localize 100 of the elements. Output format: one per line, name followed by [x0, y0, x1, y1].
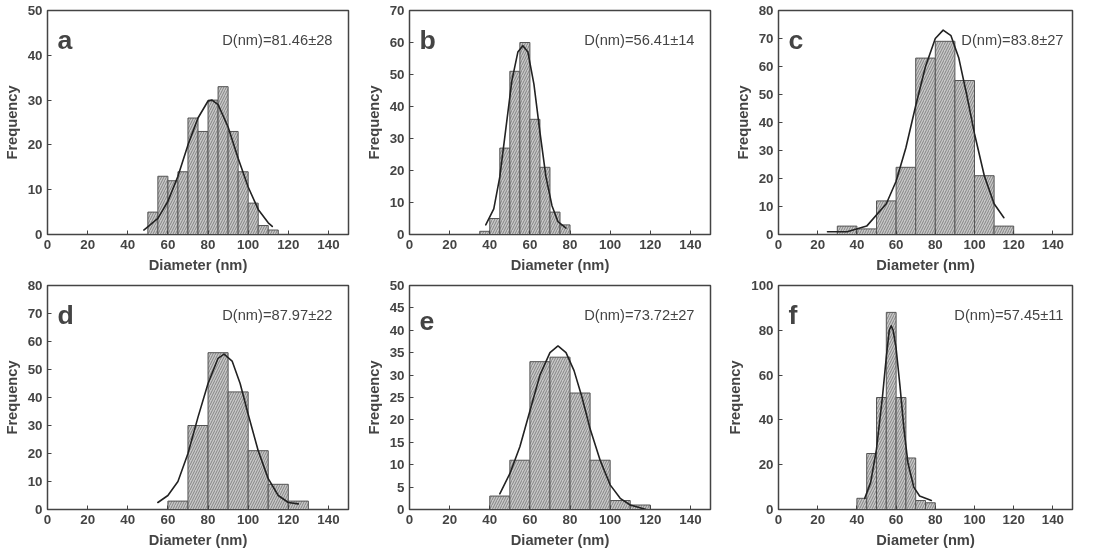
- y-tick-label: 10: [389, 195, 405, 210]
- x-tick-label: 80: [927, 236, 943, 252]
- annotation: D(nm)=57.45±11: [954, 306, 1064, 323]
- y-tick-label: 60: [758, 59, 774, 74]
- x-tick-label: 140: [679, 236, 702, 252]
- y-tick-label: 80: [27, 278, 43, 293]
- x-tick-label: 100: [599, 511, 622, 527]
- y-tick-label: 40: [389, 322, 405, 338]
- x-tick-label: 60: [522, 511, 538, 527]
- x-tick-label: 40: [849, 511, 865, 527]
- x-tick-label: 120: [277, 511, 300, 527]
- annotation: e: [419, 305, 435, 336]
- y-tick-label: 80: [758, 3, 774, 18]
- y-axis-title: Frequency: [734, 84, 751, 160]
- x-tick-label: 20: [810, 511, 826, 527]
- annotation: a: [57, 24, 73, 55]
- y-tick-label: 40: [389, 99, 405, 114]
- y-tick-label: 70: [389, 3, 405, 18]
- y-tick-label: 20: [27, 446, 43, 461]
- annotation: d: [57, 299, 74, 330]
- y-tick-label: 25: [389, 390, 406, 405]
- annotation: D(nm)=73.72±27: [584, 306, 695, 323]
- y-tick-label: 80: [758, 322, 774, 338]
- y-axis-title: Frequency: [365, 84, 382, 160]
- y-tick-label: 20: [27, 137, 43, 153]
- x-tick-label: 20: [442, 511, 458, 527]
- x-tick-label: 80: [200, 511, 216, 527]
- x-tick-label: 100: [963, 511, 986, 527]
- x-tick-label: 40: [120, 511, 136, 527]
- x-tick-label: 80: [562, 511, 578, 527]
- annotation: f: [788, 299, 798, 330]
- x-axis-title: Diameter (nm): [876, 256, 975, 273]
- x-tick-label: 120: [639, 236, 662, 252]
- x-tick-label: 140: [1041, 511, 1065, 527]
- y-tick-label: 10: [758, 199, 774, 214]
- annotation: b: [419, 24, 436, 55]
- y-tick-label: 20: [389, 412, 405, 428]
- x-axis-title: Diameter (nm): [510, 256, 610, 273]
- y-axis-title: Frequency: [3, 359, 20, 435]
- x-axis-title: Diameter (nm): [148, 256, 248, 273]
- x-tick-label: 20: [810, 236, 826, 252]
- annotation: D(nm)=87.97±22: [222, 306, 333, 323]
- x-tick-label: 20: [80, 236, 96, 252]
- y-tick-label: 5: [397, 479, 406, 495]
- x-tick-label: 40: [482, 511, 498, 527]
- y-tick-label: 60: [758, 367, 774, 383]
- y-tick-label: 50: [27, 362, 43, 377]
- x-axis-title: Diameter (nm): [148, 531, 248, 548]
- y-tick-label: 50: [389, 278, 405, 293]
- y-tick-label: 60: [389, 35, 405, 50]
- y-tick-label: 30: [27, 92, 43, 108]
- y-tick-label: 40: [27, 47, 43, 63]
- y-tick-label: 10: [27, 182, 43, 198]
- y-axis-title: Frequency: [727, 359, 744, 435]
- annotation: D(nm)=81.46±28: [222, 31, 333, 48]
- y-tick-label: 50: [758, 87, 774, 102]
- x-tick-label: 100: [599, 236, 622, 252]
- x-tick-label: 100: [963, 236, 986, 252]
- x-tick-label: 60: [888, 511, 904, 527]
- y-tick-label: 20: [758, 457, 774, 473]
- x-tick-label: 20: [442, 236, 458, 252]
- x-tick-label: 120: [639, 511, 662, 527]
- y-axis-title: Frequency: [3, 84, 20, 160]
- y-tick-label: 35: [389, 345, 406, 361]
- x-axis-title: Diameter (nm): [876, 531, 975, 548]
- x-axis-title: Diameter (nm): [510, 531, 610, 548]
- y-tick-label: 50: [27, 3, 43, 18]
- y-tick-label: 40: [758, 412, 774, 428]
- x-tick-label: 80: [200, 236, 216, 252]
- x-tick-label: 120: [1002, 236, 1025, 252]
- annotation: D(nm)=56.41±14: [584, 31, 695, 48]
- x-tick-label: 120: [277, 236, 300, 252]
- y-tick-label: 40: [27, 390, 43, 405]
- y-tick-label: 10: [389, 457, 405, 473]
- y-tick-label: 30: [758, 143, 774, 158]
- y-tick-label: 70: [758, 31, 774, 46]
- y-tick-label: 20: [389, 163, 405, 178]
- y-axis-title: Frequency: [365, 359, 382, 435]
- x-tick-label: 40: [482, 236, 498, 252]
- y-tick-label: 10: [27, 474, 43, 489]
- x-tick-label: 80: [562, 236, 578, 252]
- y-tick-label: 30: [27, 418, 43, 433]
- x-tick-label: 80: [927, 511, 943, 527]
- x-tick-label: 100: [237, 511, 260, 527]
- x-tick-label: 60: [888, 236, 904, 252]
- x-tick-label: 60: [522, 236, 538, 252]
- x-tick-label: 60: [160, 236, 176, 252]
- x-tick-label: 60: [160, 511, 176, 527]
- y-tick-label: 15: [389, 434, 406, 450]
- annotation: D(nm)=83.8±27: [961, 31, 1064, 48]
- x-tick-label: 40: [120, 236, 136, 252]
- x-tick-label: 140: [679, 511, 702, 527]
- x-tick-label: 140: [317, 236, 340, 252]
- y-tick-label: 30: [389, 367, 405, 383]
- y-tick-label: 30: [389, 131, 405, 146]
- x-tick-label: 140: [1041, 236, 1065, 252]
- annotation: c: [788, 24, 804, 55]
- x-tick-label: 20: [80, 511, 96, 527]
- x-tick-label: 100: [237, 236, 260, 252]
- y-tick-label: 50: [389, 67, 405, 82]
